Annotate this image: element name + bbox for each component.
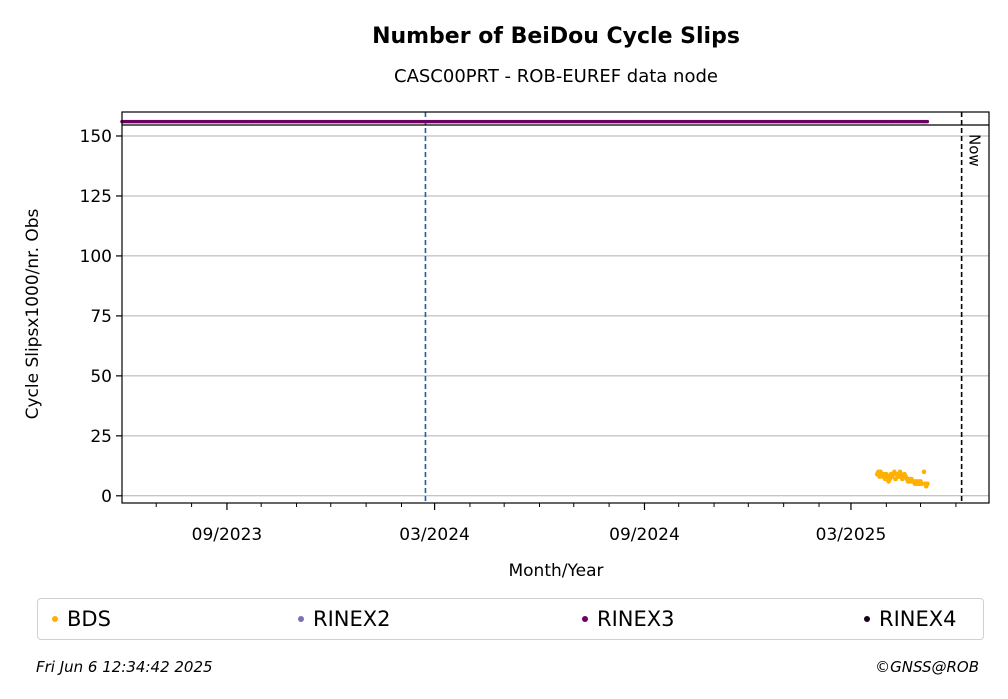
y-tick-label: 100 (80, 247, 112, 267)
x-axis-label: Month/Year (508, 561, 603, 581)
point-bds (921, 469, 927, 475)
y-tick-label: 75 (90, 307, 112, 327)
chart-subtitle: CASC00PRT - ROB-EUREF data node (394, 66, 718, 87)
now-line-label: Now (966, 134, 984, 167)
legend-label-bds: BDS (67, 607, 111, 631)
point-bds (919, 481, 924, 487)
legend-label-rinex2: RINEX2 (313, 607, 391, 631)
footer-credit: ©GNSS@ROB (875, 658, 979, 676)
legend-item-rinex2: RINEX2 (298, 599, 391, 639)
y-axis-label: Cycle Slipsx1000/nr. Obs (23, 208, 43, 419)
legend-marker-bds (52, 616, 58, 622)
legend-label-rinex4: RINEX4 (879, 607, 957, 631)
point-rinex3 (925, 119, 930, 124)
y-tick-label: 50 (90, 367, 112, 387)
x-axis: 09/2023 03/2024 09/2024 03/2025 (155, 503, 957, 545)
data-points (120, 119, 930, 489)
x-tick-label: 03/2025 (816, 525, 887, 545)
legend-marker-rinex4 (864, 616, 870, 622)
x-tick-label: 03/2024 (399, 525, 470, 545)
y-tick-label: 125 (80, 187, 112, 207)
x-tick-label: 09/2024 (609, 525, 680, 545)
footer-timestamp: Fri Jun 6 12:34:42 2025 (36, 658, 213, 676)
legend-item-rinex4: RINEX4 (864, 599, 957, 639)
plot-frame (121, 111, 990, 504)
legend: BDS RINEX2 RINEX3 RINEX4 (37, 598, 984, 640)
x-tick-label: 09/2023 (192, 525, 263, 545)
y-tick-label: 0 (101, 487, 112, 507)
point-bds (925, 481, 930, 487)
grid-lines (122, 135, 989, 497)
legend-label-rinex3: RINEX3 (597, 607, 675, 631)
legend-marker-rinex2 (298, 616, 304, 622)
reference-lines: Now (424, 112, 984, 503)
y-tick-label: 25 (90, 427, 112, 447)
y-tick-label: 150 (80, 127, 112, 147)
y-axis: 0 25 50 75 100 125 150 (80, 127, 122, 507)
legend-item-bds: BDS (52, 599, 111, 639)
legend-item-rinex3: RINEX3 (582, 599, 675, 639)
legend-marker-rinex3 (582, 616, 588, 622)
chart-title: Number of BeiDou Cycle Slips (372, 24, 740, 49)
